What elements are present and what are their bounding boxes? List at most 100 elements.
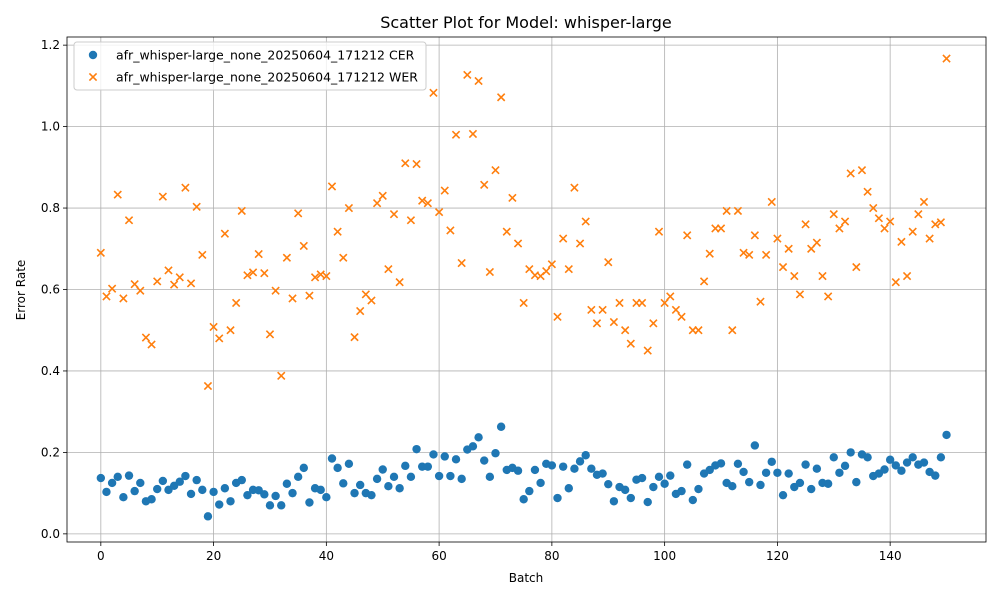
wer-point xyxy=(293,209,303,218)
wer-point xyxy=(925,234,934,243)
legend-box xyxy=(73,41,427,91)
y-tick-label: 1.2 xyxy=(41,38,60,52)
cer-point xyxy=(299,463,308,473)
cer-point xyxy=(705,465,714,475)
x-tick-label: 60 xyxy=(431,549,446,563)
cer-point xyxy=(880,465,889,474)
cer-point xyxy=(902,458,912,467)
wer-point xyxy=(474,76,483,86)
wer-point xyxy=(654,227,664,236)
cer-point xyxy=(716,459,726,468)
wer-point xyxy=(739,248,748,258)
cer-point xyxy=(496,422,506,431)
legend-cer-marker xyxy=(88,50,98,60)
wer-point xyxy=(451,130,461,139)
cer-point xyxy=(756,480,765,490)
wer-point xyxy=(209,322,218,332)
legend-wer-marker xyxy=(88,72,98,82)
wer-point xyxy=(649,319,658,328)
cer-point xyxy=(750,441,760,450)
y-tick-label: 0.2 xyxy=(41,445,60,459)
wer-point xyxy=(902,271,912,281)
wer-point xyxy=(237,206,246,216)
wer-point xyxy=(192,202,201,211)
wer-point xyxy=(908,227,917,236)
wer-point xyxy=(181,183,190,192)
wer-point xyxy=(790,271,799,281)
y-axis-ticks: 0.0 0.2 0.4 0.6 0.8 1.0 1.2 xyxy=(41,38,67,541)
x-tick-label: 0 xyxy=(97,549,105,563)
cer-point xyxy=(316,485,325,495)
cer-point xyxy=(931,471,940,480)
cer-point xyxy=(654,472,664,482)
cer-point xyxy=(677,486,686,496)
wer-point xyxy=(705,249,714,258)
cer-point xyxy=(485,472,495,482)
wer-point xyxy=(356,306,365,316)
wer-point xyxy=(716,224,726,233)
wer-point xyxy=(491,166,500,175)
legend-label: afr_whisper-large_none_20250604_171212 W… xyxy=(116,70,418,85)
cer-point xyxy=(728,482,737,491)
cer-point xyxy=(350,488,359,498)
wer-point xyxy=(282,253,292,262)
cer-point xyxy=(322,493,331,502)
y-tick-label: 0.0 xyxy=(41,527,60,541)
wer-point xyxy=(699,277,709,286)
wer-point xyxy=(401,159,410,168)
cer-point xyxy=(158,476,168,486)
wer-point xyxy=(750,231,760,240)
cer-point xyxy=(581,451,590,460)
cer-point xyxy=(293,472,303,482)
cer-point xyxy=(761,468,771,477)
wer-point xyxy=(136,286,145,295)
wer-point xyxy=(542,267,551,276)
cer-point xyxy=(575,457,585,466)
wer-point xyxy=(931,220,940,229)
wer-point xyxy=(558,234,568,243)
wer-point xyxy=(592,319,602,328)
wer-point xyxy=(96,248,105,258)
cer-point xyxy=(773,468,782,477)
wer-point xyxy=(795,290,805,299)
y-tick-label: 0.4 xyxy=(41,364,60,378)
wer-point xyxy=(277,371,286,381)
x-tick-label: 120 xyxy=(766,549,789,563)
wer-point xyxy=(519,298,528,308)
cer-point xyxy=(778,490,788,500)
wer-point xyxy=(288,294,297,303)
cer-point xyxy=(812,464,822,473)
wer-point xyxy=(852,262,861,272)
wer-point xyxy=(846,169,855,178)
wer-point xyxy=(513,239,523,248)
wer-point xyxy=(418,196,427,205)
cer-point xyxy=(355,480,365,490)
cer-point xyxy=(423,462,433,471)
wer-point xyxy=(406,216,416,225)
cer-point xyxy=(457,474,466,484)
wer-point xyxy=(835,224,844,233)
wer-point xyxy=(812,238,822,247)
wer-point xyxy=(626,339,635,348)
cer-point xyxy=(649,482,658,492)
cer-point xyxy=(745,477,754,487)
wer-point xyxy=(733,206,743,216)
y-tick-label: 1.0 xyxy=(41,120,60,134)
x-tick-label: 140 xyxy=(879,549,902,563)
cer-point xyxy=(198,485,207,495)
wer-point xyxy=(339,253,348,262)
cer-point xyxy=(807,484,816,494)
cer-point xyxy=(620,485,630,495)
wer-point xyxy=(389,209,399,219)
wer-point xyxy=(485,267,495,277)
cer-point xyxy=(327,454,337,463)
wer-point xyxy=(322,271,331,281)
cer-point xyxy=(153,484,162,494)
wer-point xyxy=(243,271,252,280)
cer-point xyxy=(451,455,461,464)
cer-point xyxy=(688,495,698,505)
y-tick-label: 0.8 xyxy=(41,201,60,215)
wer-point xyxy=(683,231,692,240)
wer-point xyxy=(113,190,122,199)
